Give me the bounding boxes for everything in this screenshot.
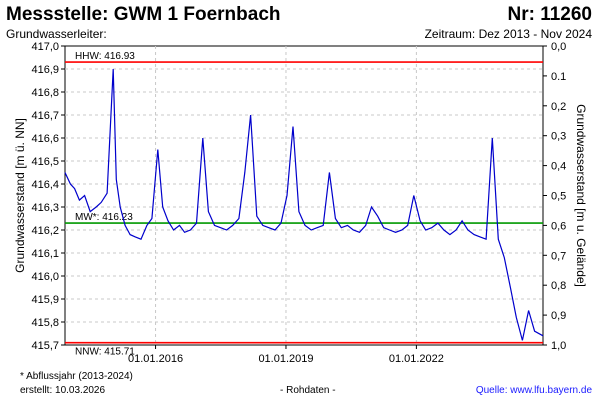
y-tick-label: 416,3 [31,202,59,214]
y-tick-label: 416,1 [31,248,59,260]
plot-frame [64,45,544,346]
y-right-tick-label: 0,4 [551,161,566,173]
y-right-tick-label: 0.1 [551,71,566,83]
x-tick-label: 01.01.2019 [258,353,313,365]
y-right-tick-label: 0,2 [551,101,566,113]
y-tick-label: 416,8 [31,87,59,99]
reference-line-label: HHW: 416.93 [75,51,135,62]
y-tick-label: 415,8 [31,317,59,329]
y-tick-label: 416,4 [31,179,59,191]
x-tick-label: 01.01.2022 [389,353,444,365]
station-number: Nr: 11260 [507,4,592,25]
y-tick-label: 415,7 [31,340,59,352]
y-axis-label: Grundwasserstand [m ü. NN] [13,118,27,273]
y-right-tick-label: 0,0 [551,41,566,53]
y-right-tick-label: 1,0 [551,340,566,352]
y-right-tick-label: 0,6 [551,220,566,232]
y-tick-label: 416,7 [31,110,59,122]
x-tick-label: 01.01.2016 [128,353,183,365]
time-range-label: Zeitraum: Dez 2013 - Nov 2024 [424,27,592,41]
reference-line-label: MW*: 416.23 [75,212,133,223]
footnote: * Abflussjahr (2013-2024) [20,371,133,382]
y-tick-label: 416,9 [31,64,59,76]
y-right-tick-label: 0,9 [551,310,566,322]
y-tick-label: 416,6 [31,133,59,145]
source-link[interactable]: Quelle: www.lfu.bayern.de [475,385,592,396]
y-right-tick-label: 0,8 [551,280,566,292]
reference-line-label: NNW: 415.71 [75,347,135,358]
y-tick-label: 416,2 [31,225,59,237]
raw-data-label: - Rohdaten - [280,385,336,396]
y-tick-label: 415,9 [31,294,59,306]
aquifer-label: Grundwasserleiter: [6,27,107,41]
y-tick-label: 416,5 [31,156,59,168]
y-tick-label: 417,0 [31,41,59,53]
chart-title: Messstelle: GWM 1 Foernbach [6,4,281,25]
y-right-tick-label: 0,5 [551,191,566,203]
created-date: erstellt: 10.03.2026 [20,385,106,396]
y-right-tick-label: 0,3 [551,131,566,143]
y-right-tick-label: 0,7 [551,250,566,262]
y-right-axis-label: Grundwasserstand [m u. Gelände] [574,104,588,287]
series-line [64,68,544,341]
y-tick-label: 416,0 [31,271,59,283]
